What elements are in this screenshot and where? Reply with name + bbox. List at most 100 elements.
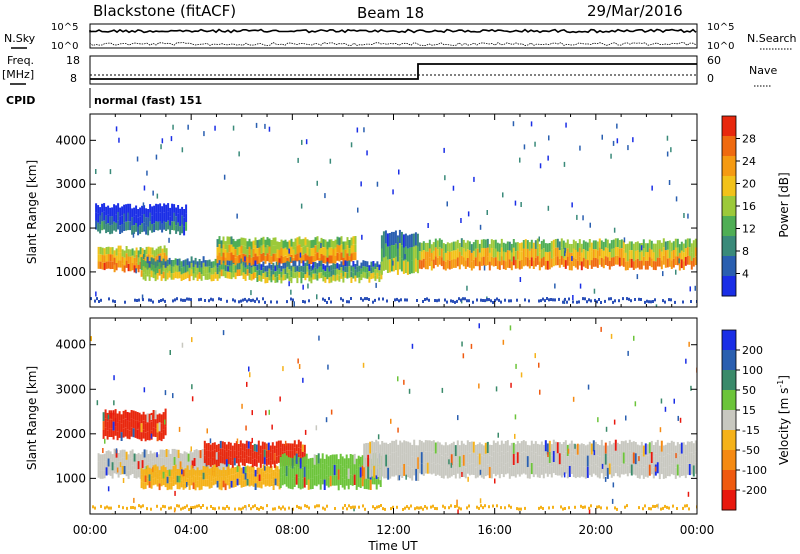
velocity-ground-scatter — [376, 505, 378, 509]
velocity-cell — [524, 452, 527, 464]
velocity-cell — [636, 455, 639, 467]
velocity-ground-scatter — [644, 504, 646, 508]
velocity-cell — [323, 469, 326, 480]
power-cell — [502, 260, 505, 270]
power-cell — [370, 273, 373, 280]
power-cell — [334, 247, 337, 256]
velocity-cell — [220, 483, 223, 491]
power-ground-scatter — [188, 297, 190, 301]
velocity-cell — [666, 453, 669, 465]
velocity-cell — [393, 440, 396, 453]
power-ground-scatter — [476, 298, 478, 302]
velocity-cell — [297, 457, 300, 468]
velocity-cell — [353, 464, 356, 475]
power-cell — [452, 250, 455, 260]
power-cell — [416, 260, 419, 274]
velocity-cell — [385, 466, 388, 479]
power-cell — [137, 217, 140, 227]
velocity-cell — [166, 483, 169, 491]
power-cell — [167, 220, 170, 230]
velocity-speckle — [318, 335, 320, 341]
velocity-cell — [347, 468, 350, 479]
velocity-cell — [238, 478, 241, 485]
velocity-cell — [307, 469, 310, 480]
power-cell — [113, 257, 116, 265]
power-cell — [492, 248, 495, 258]
velocity-cell — [289, 457, 292, 469]
power-ground-scatter — [302, 300, 304, 303]
power-speckle — [538, 236, 540, 242]
power-cell — [268, 274, 271, 281]
velocity-cell — [658, 456, 661, 468]
velocity-speckle — [398, 475, 401, 481]
velocity-cell — [430, 452, 433, 464]
velocity-cell — [213, 442, 216, 450]
velocity-cell — [201, 457, 204, 466]
noise-panel-frame — [89, 23, 698, 49]
velocity-cell — [301, 444, 304, 452]
velocity-cell — [343, 468, 346, 480]
power-ground-scatter — [252, 298, 254, 302]
velocity-cell — [428, 462, 431, 474]
velocity-cell — [614, 462, 617, 474]
velocity-cell — [321, 453, 324, 464]
power-cell — [414, 245, 417, 259]
power-cell — [424, 260, 427, 270]
velocity-cell — [640, 441, 643, 453]
power-cell — [438, 255, 441, 265]
velocity-cell — [242, 473, 245, 481]
power-cell — [276, 265, 279, 271]
velocity-ground-scatter — [434, 507, 436, 510]
velocity-cell — [150, 482, 153, 489]
velocity-ground-scatter — [342, 506, 344, 510]
velocity-speckle — [265, 410, 267, 416]
power-cell — [306, 266, 309, 272]
velocity-cell — [397, 444, 400, 457]
velocity-cell — [584, 445, 587, 457]
power-cell — [298, 244, 301, 253]
velocity-cell — [150, 421, 153, 431]
power-cell — [692, 240, 695, 249]
velocity-cell — [618, 466, 621, 478]
velocity-cell — [405, 464, 408, 477]
velocity-cell — [201, 449, 204, 458]
velocity-cell — [252, 473, 255, 481]
velocity-cell — [120, 414, 123, 424]
velocity-cell — [132, 419, 135, 429]
power-cell — [250, 274, 253, 281]
power-cell — [320, 254, 323, 262]
power-cell — [488, 252, 491, 262]
velocity-cell — [375, 439, 378, 452]
velocity-ground-scatter — [480, 504, 482, 508]
power-cell — [107, 223, 110, 232]
power-ground-scatter — [630, 299, 632, 303]
velocity-speckle — [563, 472, 566, 478]
velocity-cell — [646, 444, 649, 456]
power-ground-scatter — [650, 300, 652, 304]
power-cell — [530, 239, 533, 249]
power-cell — [444, 261, 447, 271]
velocity-cell — [217, 451, 220, 459]
velocity-speckle — [241, 403, 243, 409]
power-cell — [296, 271, 299, 278]
velocity-cell — [202, 466, 205, 473]
velocity-cell — [254, 483, 257, 490]
velocity-ground-scatter — [248, 504, 250, 508]
velocity-speckle — [137, 422, 139, 428]
velocity-cell — [229, 442, 232, 451]
power-cell — [140, 270, 143, 277]
power-cell — [272, 274, 275, 281]
power-cell — [123, 213, 126, 223]
power-ground-scatter — [386, 299, 388, 303]
power-ground-scatter — [594, 298, 596, 302]
velocity-cell — [598, 456, 601, 468]
noise-sky-label: N.Sky — [4, 32, 36, 45]
velocity-cell — [130, 427, 133, 437]
velocity-cell — [243, 458, 246, 466]
power-cell — [185, 213, 188, 222]
power-cell — [161, 215, 164, 224]
power-ground-scatter — [340, 297, 342, 301]
velocity-cell — [250, 472, 253, 479]
